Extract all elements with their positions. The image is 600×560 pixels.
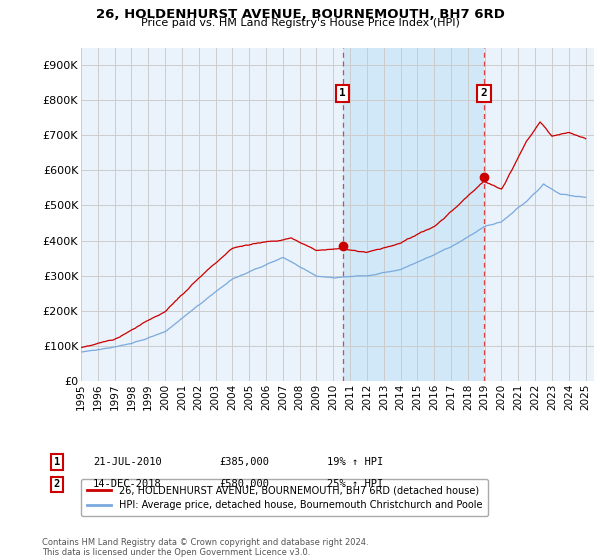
Text: Contains HM Land Registry data © Crown copyright and database right 2024.
This d: Contains HM Land Registry data © Crown c… [42, 538, 368, 557]
Text: 2: 2 [54, 479, 60, 489]
Bar [343, 48, 484, 381]
Text: 1: 1 [339, 88, 346, 98]
Text: £580,000: £580,000 [219, 479, 269, 489]
Text: 19% ↑ HPI: 19% ↑ HPI [327, 457, 383, 467]
Text: 1: 1 [54, 457, 60, 467]
Legend: 26, HOLDENHURST AVENUE, BOURNEMOUTH, BH7 6RD (detached house), HPI: Average pric: 26, HOLDENHURST AVENUE, BOURNEMOUTH, BH7… [81, 479, 488, 516]
Text: 14-DEC-2018: 14-DEC-2018 [93, 479, 162, 489]
Text: 25% ↑ HPI: 25% ↑ HPI [327, 479, 383, 489]
Text: Price paid vs. HM Land Registry's House Price Index (HPI): Price paid vs. HM Land Registry's House … [140, 18, 460, 29]
Text: 2: 2 [481, 88, 487, 98]
Text: 21-JUL-2010: 21-JUL-2010 [93, 457, 162, 467]
Text: 26, HOLDENHURST AVENUE, BOURNEMOUTH, BH7 6RD: 26, HOLDENHURST AVENUE, BOURNEMOUTH, BH7… [95, 8, 505, 21]
Text: £385,000: £385,000 [219, 457, 269, 467]
